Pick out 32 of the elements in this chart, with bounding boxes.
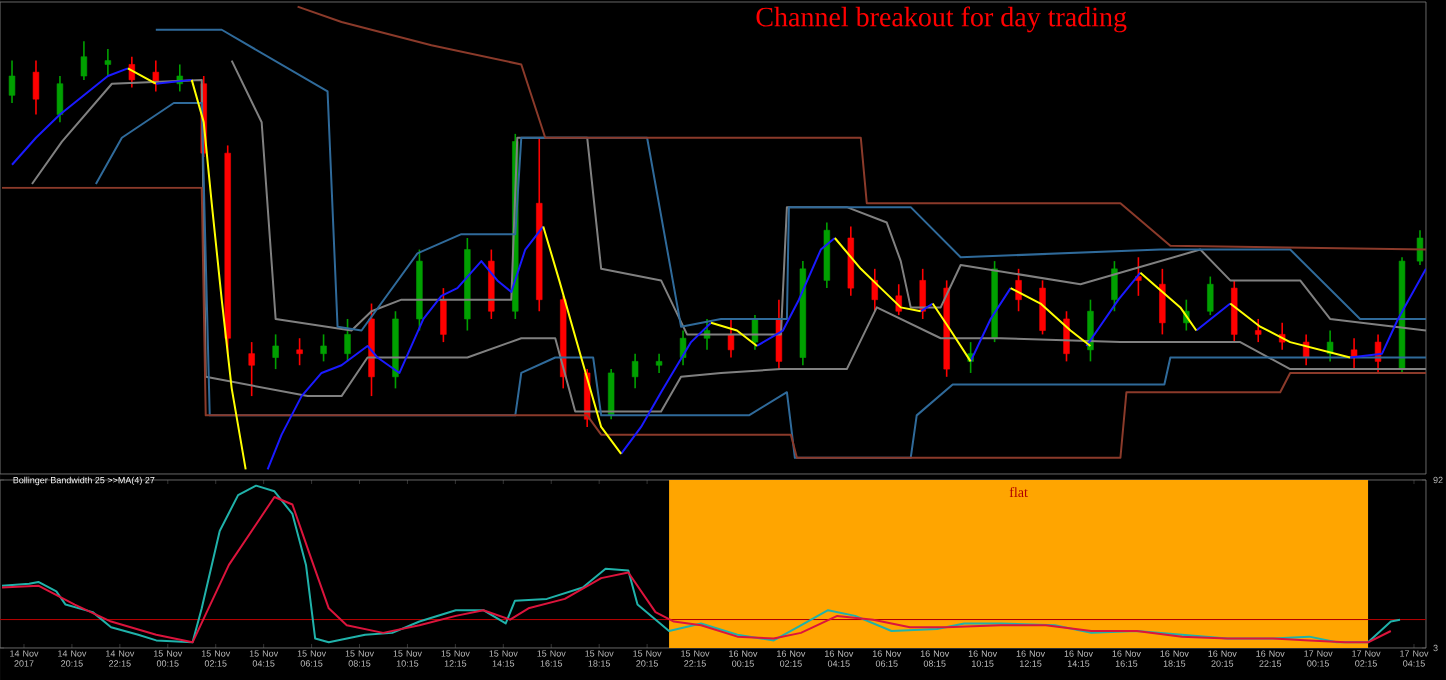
- candlestick: [344, 318, 351, 363]
- candlestick: [32, 59, 40, 116]
- candlestick: [1159, 268, 1166, 336]
- candlestick: [1015, 268, 1022, 313]
- candlestick: [631, 352, 639, 390]
- candlestick: [1039, 279, 1046, 336]
- candlestick: [1111, 260, 1118, 313]
- candlestick: [655, 352, 663, 374]
- candlestick: [607, 368, 615, 421]
- candlestick: [679, 329, 687, 367]
- candlestick: [1207, 275, 1214, 316]
- candlestick: [440, 287, 447, 343]
- candlestick: [296, 337, 303, 367]
- candlestick: [871, 268, 878, 313]
- chart-title: Channel breakout for day trading: [756, 6, 1127, 33]
- candlestick: [128, 55, 136, 89]
- candlestick: [1135, 256, 1142, 297]
- candlestick: [8, 59, 16, 104]
- candlestick: [104, 48, 112, 77]
- candlestick: [1231, 279, 1238, 343]
- candlestick: [919, 268, 926, 320]
- candlestick: [751, 314, 759, 351]
- candlestick: [1416, 229, 1424, 266]
- candlestick: [320, 333, 327, 363]
- candlestick: [248, 341, 255, 397]
- candlestick: [1255, 318, 1262, 343]
- candlestick: [1063, 310, 1070, 363]
- candlestick: [727, 318, 735, 359]
- candlestick: [80, 40, 88, 81]
- candlestick: [1087, 298, 1094, 363]
- candlestick: [272, 333, 279, 370]
- candlestick: [56, 75, 64, 124]
